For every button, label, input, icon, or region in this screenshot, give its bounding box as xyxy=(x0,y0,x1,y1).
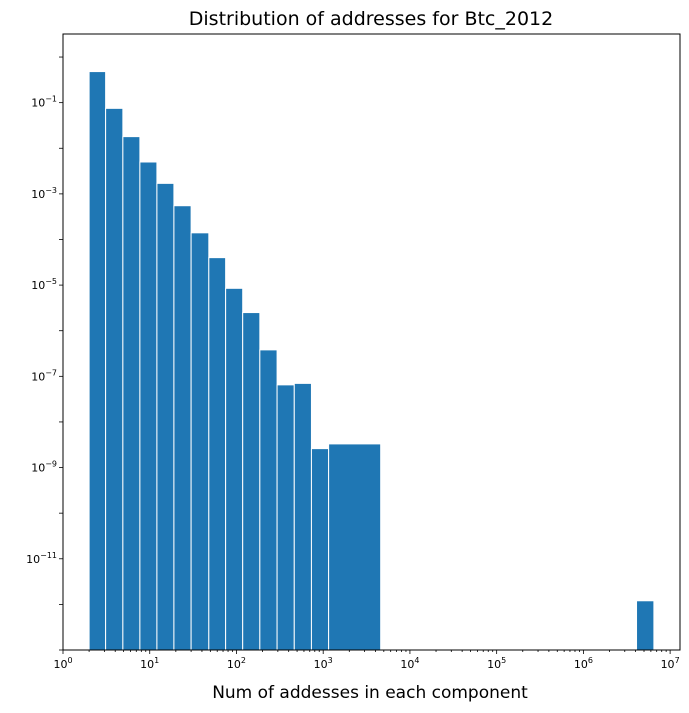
x-tick-label: 106 xyxy=(574,656,593,671)
chart-title: Distribution of addresses for Btc_2012 xyxy=(189,8,553,30)
y-axis-ticks: 10−1 10−3 10−5 10−7 10−9 10−11 xyxy=(26,56,63,651)
x-tick-label: 105 xyxy=(487,656,506,671)
x-axis-label: Num of addesses in each component xyxy=(212,683,528,703)
x-axis-ticks: 100 101 102 103 104 105 106 107 xyxy=(53,650,680,671)
histogram-bar xyxy=(105,107,124,651)
histogram-bar xyxy=(276,384,295,651)
histogram-bar xyxy=(139,161,158,651)
y-tick-label: 10−7 xyxy=(31,368,57,383)
bars-group xyxy=(88,71,655,651)
histogram-bar xyxy=(225,287,244,651)
histogram-bar xyxy=(156,182,175,651)
histogram-bar xyxy=(293,382,312,651)
histogram-bar xyxy=(242,312,261,651)
histogram-bar xyxy=(259,349,278,651)
histogram-bar xyxy=(636,600,655,651)
histogram-bar xyxy=(173,205,192,651)
histogram-bar xyxy=(190,232,210,651)
y-tick-label: 10−1 xyxy=(31,95,57,110)
y-tick-label: 10−3 xyxy=(31,186,57,201)
x-tick-label: 101 xyxy=(140,656,159,671)
x-tick-label: 103 xyxy=(314,656,333,671)
y-tick-label: 10−9 xyxy=(31,460,57,475)
x-tick-label: 100 xyxy=(53,656,72,671)
histogram-bar xyxy=(88,71,107,651)
x-tick-label: 107 xyxy=(661,656,680,671)
y-tick-label: 10−11 xyxy=(26,551,57,566)
y-tick-label: 10−5 xyxy=(31,277,57,292)
histogram-bar xyxy=(310,448,330,651)
plot-frame xyxy=(62,33,681,651)
histogram-bar xyxy=(328,443,382,651)
x-tick-label: 104 xyxy=(400,656,419,671)
histogram-bar xyxy=(122,136,141,651)
histogram-bar xyxy=(208,257,227,651)
x-tick-label: 102 xyxy=(227,656,246,671)
